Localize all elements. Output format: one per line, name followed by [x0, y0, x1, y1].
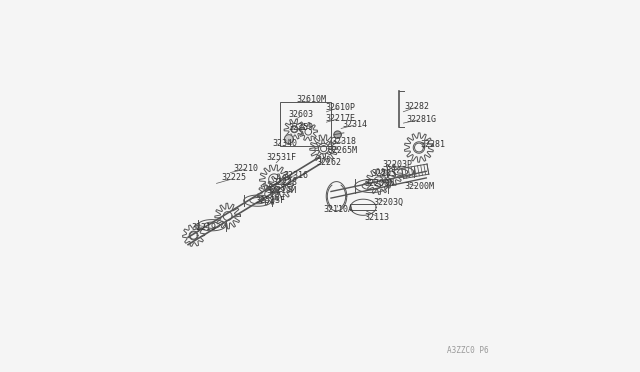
- Text: 32610M: 32610M: [296, 95, 326, 105]
- Text: 32219M: 32219M: [267, 186, 297, 195]
- Text: 32205: 32205: [371, 169, 396, 178]
- Text: 32200N: 32200N: [364, 179, 394, 187]
- Text: 32282: 32282: [404, 102, 429, 110]
- Text: 32316: 32316: [284, 170, 308, 180]
- Text: 32533F: 32533F: [256, 196, 286, 205]
- Text: 32113: 32113: [364, 213, 389, 222]
- Text: 32610P: 32610P: [326, 103, 355, 112]
- Polygon shape: [284, 135, 293, 144]
- Bar: [280, 102, 331, 146]
- Text: 32265M: 32265M: [327, 145, 357, 155]
- Text: 32203Q: 32203Q: [373, 198, 403, 207]
- Text: 32603: 32603: [289, 110, 314, 119]
- Text: 32210: 32210: [234, 164, 259, 173]
- Text: 32531F: 32531F: [267, 153, 297, 162]
- Polygon shape: [334, 131, 341, 138]
- Text: 32217E: 32217E: [326, 114, 355, 123]
- Text: 32314: 32314: [342, 120, 367, 129]
- Text: A3ZZC0 P6: A3ZZC0 P6: [447, 346, 488, 355]
- Text: 32228: 32228: [273, 178, 298, 187]
- Text: 32219: 32219: [192, 222, 217, 231]
- Text: 32225: 32225: [221, 173, 246, 182]
- Text: 32340: 32340: [273, 140, 298, 148]
- Text: 32281: 32281: [420, 141, 446, 150]
- Text: 32318: 32318: [331, 137, 356, 146]
- Text: 32203P: 32203P: [382, 160, 412, 169]
- Text: 32200M: 32200M: [404, 182, 435, 191]
- Text: 32110A: 32110A: [324, 205, 354, 214]
- Text: 32262: 32262: [316, 158, 341, 167]
- Text: 32259: 32259: [289, 123, 314, 132]
- Text: 32281G: 32281G: [406, 115, 436, 124]
